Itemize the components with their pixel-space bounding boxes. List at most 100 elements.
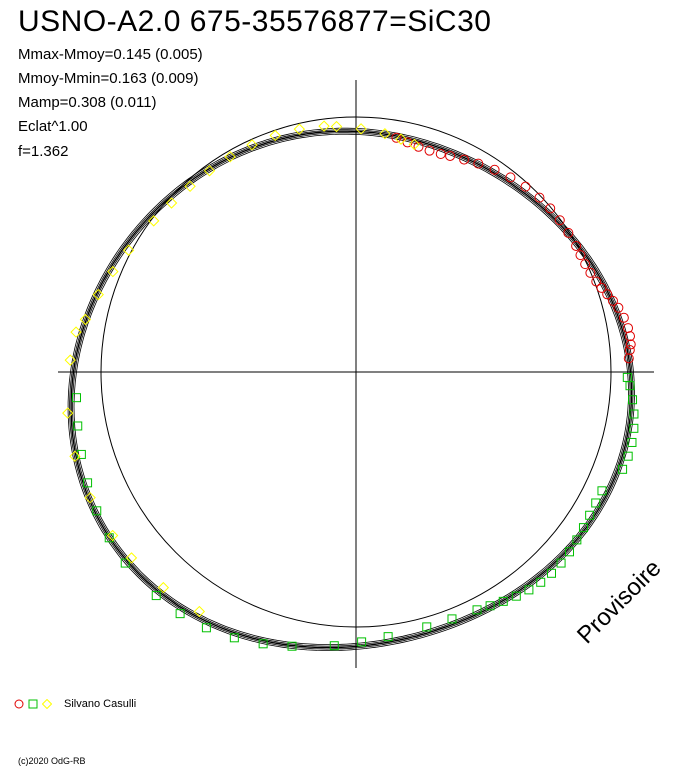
green-square-point <box>498 596 508 606</box>
green-square-point <box>546 568 556 578</box>
yellow-diamond-point <box>395 133 407 145</box>
stat-mmoy-mmin: Mmoy-Mmin=0.163 (0.009) <box>18 70 199 87</box>
green-square-point <box>201 623 211 633</box>
red-circle-point <box>591 276 602 287</box>
author-name: Silvano Casulli <box>64 698 137 710</box>
yellow-diamond-point <box>122 244 135 256</box>
yellow-diamond-point <box>203 165 216 177</box>
yellow-diamond-point <box>193 605 206 618</box>
green-square-point <box>627 437 637 447</box>
green-square-point <box>618 464 628 474</box>
green-square-point <box>625 381 635 391</box>
green-square-point <box>591 498 601 508</box>
red-circle-point <box>473 158 484 169</box>
stat-eclat: Eclat^1.00 <box>18 118 88 135</box>
fitted-curve-4 <box>69 129 634 650</box>
green-square-point <box>524 585 534 595</box>
red-circle-point <box>534 192 545 203</box>
yellow-diamond-point <box>107 265 119 278</box>
red-circle-point <box>571 240 582 251</box>
red-circle-point <box>624 345 635 356</box>
red-circle-point <box>459 154 470 165</box>
red-circle-point <box>596 282 607 293</box>
green-square-point <box>73 421 83 431</box>
green-square-point <box>578 523 588 533</box>
red-circle-icon <box>14 699 24 709</box>
yellow-diamond-point <box>269 129 281 142</box>
stat-mamp: Mamp=0.308 (0.011) <box>18 94 157 111</box>
green-square-point <box>472 605 482 615</box>
green-square-point <box>92 506 102 516</box>
green-square-point <box>120 558 130 568</box>
yellow-diamond-point <box>79 313 92 326</box>
yellow-diamond-point <box>379 128 391 140</box>
red-circle-point <box>607 295 618 306</box>
fitted-curve-3 <box>70 130 633 649</box>
red-circle-point <box>623 353 634 364</box>
yellow-diamond-point <box>125 552 138 564</box>
yellow-diamond-point <box>224 151 236 163</box>
red-circle-point <box>489 164 500 175</box>
red-circle-point <box>545 203 556 214</box>
yellow-diamond-point <box>184 180 196 192</box>
yellow-diamond-point <box>69 450 81 463</box>
green-square-point <box>447 614 457 624</box>
red-circle-point <box>602 289 613 300</box>
green-square-point <box>597 486 607 496</box>
yellow-diamond-point <box>330 120 343 133</box>
green-square-point <box>628 395 638 405</box>
yellow-diamond-point <box>62 407 74 419</box>
red-circle-point <box>563 227 574 238</box>
green-square-point <box>71 393 81 403</box>
red-circle-point <box>505 172 516 183</box>
yellow-diamond-point <box>355 123 367 135</box>
green-square-point <box>572 535 582 545</box>
green-square-point <box>175 609 185 619</box>
yellow-diamond-point <box>106 529 119 542</box>
red-circle-point <box>585 267 596 278</box>
yellow-diamond-point <box>84 491 96 504</box>
yellow-diamond-point <box>246 139 258 151</box>
green-square-point <box>287 641 297 651</box>
red-circle-point <box>445 150 456 161</box>
green-square-point <box>151 591 161 601</box>
red-circle-point <box>625 331 636 342</box>
red-circle-point <box>575 250 586 261</box>
red-circle-point <box>613 302 624 313</box>
green-square-point <box>258 639 268 649</box>
plot-title: USNO-A2.0 675-35576877=SiC30 <box>18 5 492 38</box>
stat-frequency: f=1.362 <box>18 143 69 160</box>
reference-circle <box>100 116 612 628</box>
legend: Silvano Casulli <box>14 697 136 711</box>
red-circle-point <box>580 259 591 270</box>
yellow-diamond-point <box>92 288 104 301</box>
green-square-point <box>564 547 574 557</box>
green-square-point <box>422 622 432 632</box>
green-square-point <box>623 451 633 461</box>
red-circle-point <box>554 215 565 226</box>
green-square-point <box>629 409 639 419</box>
red-circle-point <box>623 323 634 334</box>
red-circle-point <box>618 312 629 323</box>
green-square-point <box>536 577 546 587</box>
red-circle-point <box>435 148 446 159</box>
green-square-point <box>83 478 93 488</box>
red-circle-point <box>391 132 402 143</box>
yellow-diamond-point <box>64 354 76 366</box>
green-square-point <box>383 632 393 642</box>
green-square-icon <box>28 699 38 709</box>
yellow-diamond-point <box>293 123 306 135</box>
green-square-point <box>357 637 367 647</box>
green-square-point <box>585 510 595 520</box>
green-square-point <box>556 558 566 568</box>
green-square-point <box>511 591 521 601</box>
yellow-diamond-point <box>147 215 160 227</box>
green-square-point <box>485 601 495 611</box>
red-circle-point <box>520 181 531 192</box>
red-circle-point <box>413 141 424 152</box>
fitted-curve-1 <box>73 133 629 645</box>
yellow-diamond-point <box>318 120 330 132</box>
green-square-point <box>629 423 639 433</box>
red-circle-point <box>424 145 435 156</box>
